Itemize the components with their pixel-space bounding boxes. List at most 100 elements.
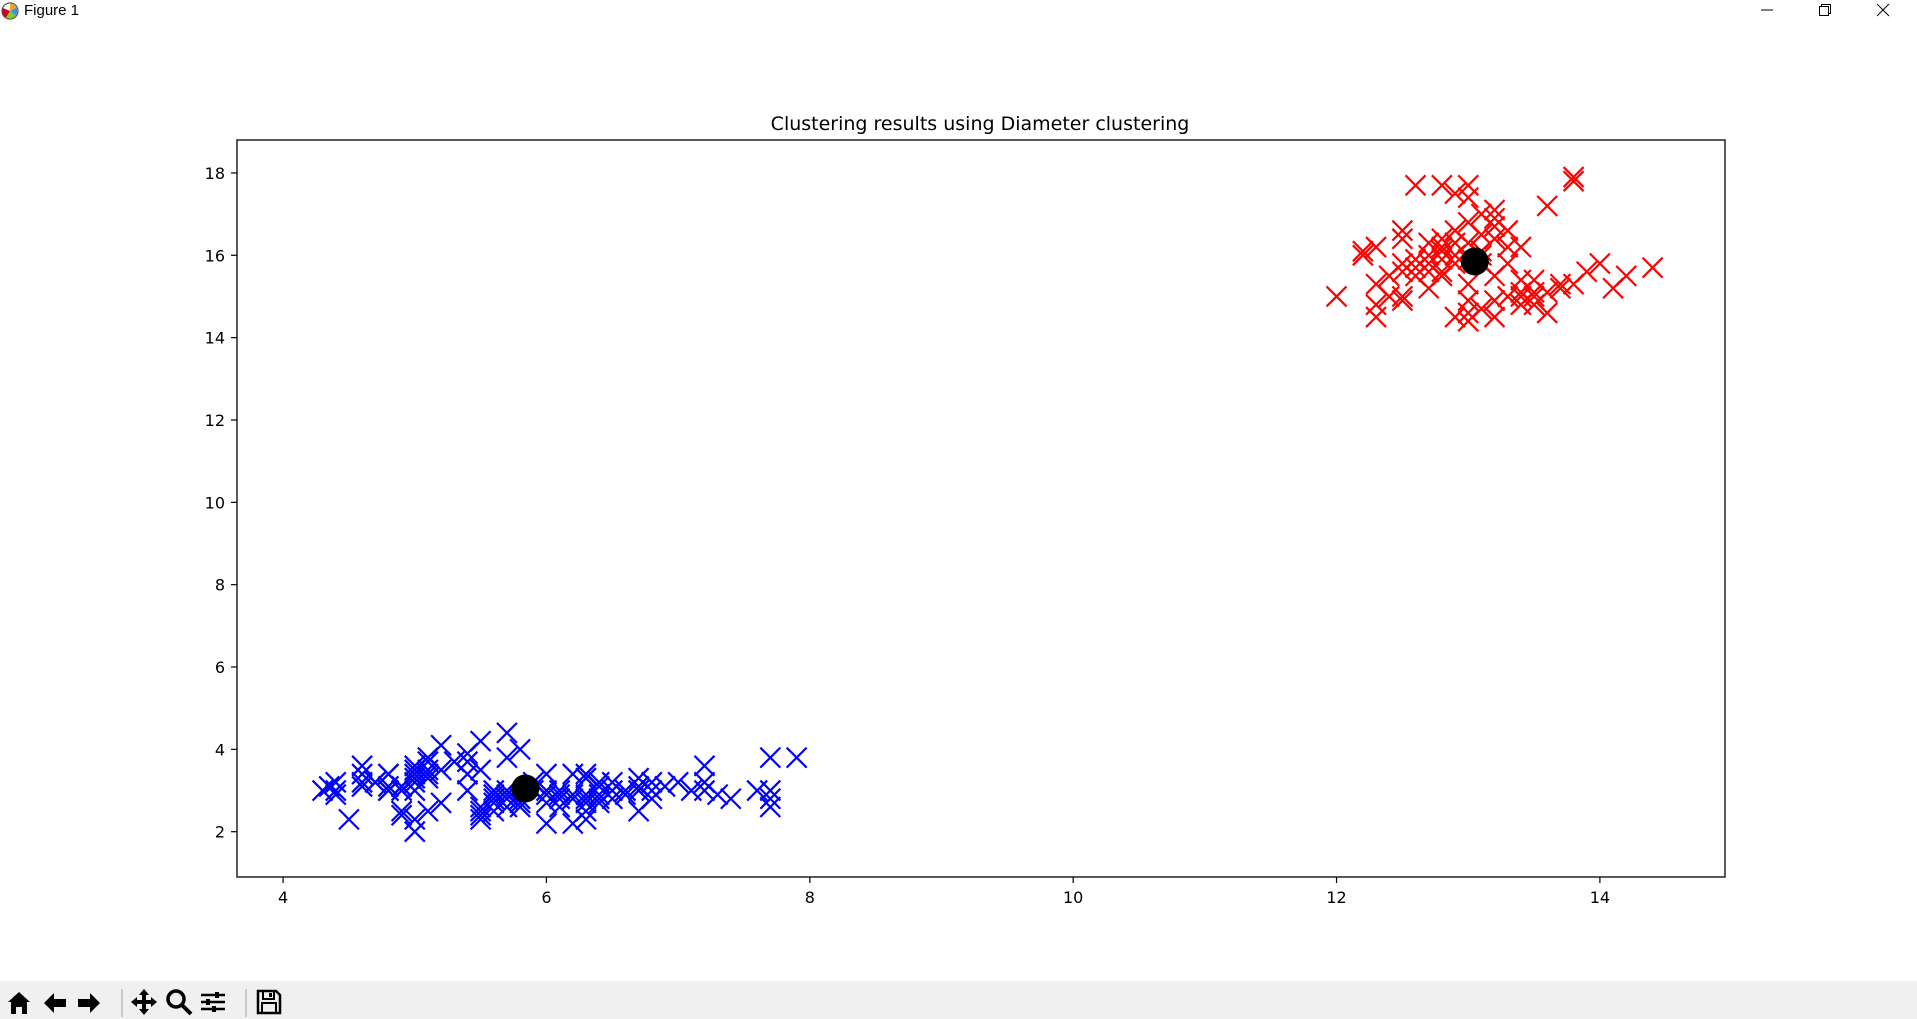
x-marker-point [1496, 219, 1519, 242]
y-tick-label: 14 [205, 329, 225, 348]
x-marker-point [1589, 252, 1611, 275]
x-marker-point [351, 755, 373, 777]
x-marker-point [496, 746, 518, 769]
pan-icon [131, 989, 157, 1015]
x-marker-point [390, 800, 413, 822]
x-marker-point [1325, 285, 1348, 308]
back-arrow-icon [44, 993, 66, 1013]
figure-canvas[interactable]: Clustering results using Diameter cluste… [0, 24, 1917, 981]
x-marker-point [1483, 215, 1506, 238]
minimize-icon [1761, 9, 1773, 11]
x-marker-point [417, 767, 439, 789]
y-tick-label: 2 [215, 823, 225, 842]
x-marker-point [1457, 174, 1479, 197]
x-marker-point [601, 787, 624, 810]
restore-icon [1819, 4, 1831, 16]
x-marker-point [456, 750, 479, 773]
restore-button[interactable] [1796, 0, 1854, 22]
subplots-icon [201, 992, 225, 1012]
x-marker-point [759, 796, 782, 818]
x-marker-point [785, 746, 808, 769]
toolbar-separator [121, 989, 123, 1017]
axes-frame [236, 139, 1726, 878]
x-marker-point [456, 763, 479, 785]
x-marker-point [706, 783, 729, 806]
x-marker-point [430, 734, 452, 757]
x-marker-point [324, 779, 347, 802]
x-marker-point [535, 763, 558, 785]
x-marker-point [1431, 228, 1453, 250]
x-tick-label: 6 [541, 888, 551, 907]
x-marker-point [1431, 260, 1453, 283]
toolbar-separator [245, 989, 247, 1017]
close-button[interactable] [1854, 0, 1912, 22]
pan-button[interactable] [127, 985, 161, 1019]
x-marker-point [693, 755, 716, 777]
x-marker-point [1391, 289, 1414, 312]
x-marker-point [575, 808, 597, 831]
x-marker-point [1391, 219, 1414, 242]
x-tick-label: 10 [1063, 888, 1083, 907]
plot-marks [311, 166, 1664, 843]
x-marker-point [324, 783, 347, 806]
x-marker-point [364, 771, 387, 794]
x-marker-point [1641, 256, 1664, 279]
x-marker-point [1365, 293, 1387, 316]
x-marker-point [390, 804, 413, 827]
y-tick-label: 4 [215, 740, 225, 759]
x-marker-point [403, 820, 426, 843]
zoom-button[interactable] [162, 985, 196, 1019]
x-marker-point [654, 775, 676, 798]
close-icon [1876, 3, 1890, 17]
x-marker-point [1431, 174, 1453, 197]
centroid-point [1460, 247, 1489, 276]
y-tick-label: 6 [215, 658, 225, 677]
x-marker-point [1404, 174, 1427, 197]
configure-subplots-button[interactable] [196, 985, 230, 1019]
x-marker-point [667, 771, 689, 794]
x-marker-point [1352, 240, 1374, 262]
x-marker-point [338, 808, 360, 831]
x-marker-point [456, 779, 479, 802]
x-marker-point [1615, 265, 1638, 287]
x-marker-point [1496, 252, 1519, 275]
window-titlebar: Figure 1 [0, 0, 1917, 24]
x-marker-point [759, 746, 782, 769]
x-marker-point [1536, 195, 1559, 217]
x-marker-point [403, 808, 426, 831]
x-marker-point [1444, 306, 1466, 328]
y-tick-label: 10 [205, 493, 225, 512]
x-marker-point [1417, 232, 1440, 254]
x-marker-point [324, 771, 347, 794]
minimize-button[interactable] [1738, 0, 1796, 22]
x-marker-point [469, 759, 492, 781]
x-marker-point [614, 783, 637, 806]
x-marker-point [1536, 281, 1559, 304]
x-tick-label: 12 [1326, 888, 1346, 907]
x-marker-point [1523, 285, 1545, 308]
x-marker-point [1457, 302, 1479, 324]
matplotlib-logo-icon [1, 2, 19, 20]
y-tick-label: 18 [205, 164, 225, 183]
x-marker-point [759, 787, 782, 810]
x-marker-point [430, 792, 452, 814]
x-marker-point [548, 779, 571, 802]
forward-arrow-icon [78, 993, 100, 1013]
x-marker-point [417, 800, 439, 822]
x-marker-point [1510, 236, 1532, 258]
back-button[interactable] [38, 985, 72, 1019]
x-marker-point [496, 722, 518, 744]
home-button[interactable] [2, 985, 36, 1019]
x-marker-point [1483, 306, 1506, 328]
save-button[interactable] [252, 985, 286, 1019]
x-tick-label: 4 [278, 888, 288, 907]
x-marker-point [1483, 228, 1506, 250]
x-marker-point [1365, 236, 1387, 258]
forward-button[interactable] [72, 985, 106, 1019]
chart-title: Clustering results using Diameter cluste… [771, 113, 1190, 135]
x-marker-point [575, 767, 597, 789]
home-icon [8, 992, 30, 1014]
centroid-point [511, 774, 540, 803]
x-marker-point [1562, 166, 1585, 188]
x-marker-point [1470, 298, 1493, 320]
